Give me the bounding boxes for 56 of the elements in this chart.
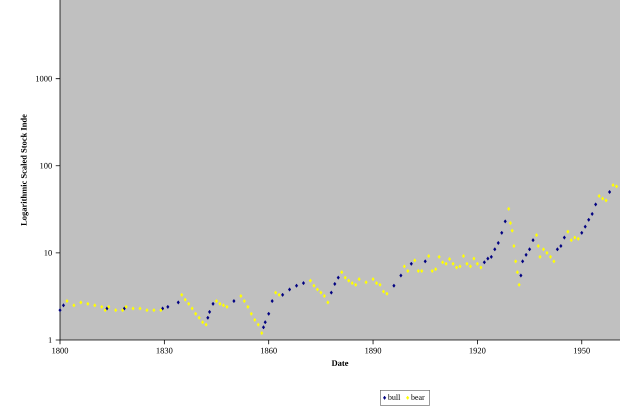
point xyxy=(559,244,562,248)
point xyxy=(262,325,266,330)
y-tick-label: 1000 xyxy=(36,76,52,82)
point xyxy=(281,292,284,297)
point xyxy=(399,274,402,278)
point xyxy=(208,310,212,314)
point xyxy=(524,252,528,257)
point xyxy=(556,247,559,252)
y-tick-label: 100 xyxy=(40,162,52,169)
point xyxy=(496,240,500,245)
point xyxy=(302,281,306,286)
y-axis-title: Logarithmic Scaled Stock Inde xyxy=(20,114,28,226)
point xyxy=(206,316,210,320)
point xyxy=(500,230,504,235)
point xyxy=(333,282,336,286)
point xyxy=(267,312,270,316)
point xyxy=(594,202,598,206)
point xyxy=(493,247,496,252)
point xyxy=(532,238,535,242)
point xyxy=(288,288,292,292)
point xyxy=(58,308,62,312)
point xyxy=(294,284,298,288)
point xyxy=(490,254,493,259)
point xyxy=(580,230,584,235)
point xyxy=(176,300,180,304)
x-tick-label: 1920 xyxy=(470,348,486,354)
point xyxy=(232,299,236,304)
x-tick-label: 1860 xyxy=(260,348,277,354)
point xyxy=(590,212,594,216)
point xyxy=(392,284,396,288)
point xyxy=(270,299,274,304)
point xyxy=(330,290,333,295)
point xyxy=(264,320,267,324)
point xyxy=(528,247,532,252)
x-tick-label: 1950 xyxy=(574,348,590,354)
point xyxy=(608,190,612,194)
point xyxy=(166,304,170,309)
x-tick-label: 1800 xyxy=(52,348,68,354)
point xyxy=(336,276,340,280)
point xyxy=(482,260,486,264)
point xyxy=(584,224,587,229)
y-tick-label: 10 xyxy=(44,250,52,256)
point xyxy=(587,218,590,222)
point xyxy=(62,303,66,308)
point xyxy=(410,262,413,266)
x-tick-label: 1830 xyxy=(156,348,172,354)
point xyxy=(212,302,215,306)
x-axis-title: Date xyxy=(332,360,348,366)
x-tick-label: 1890 xyxy=(365,348,382,354)
point xyxy=(562,236,566,240)
point xyxy=(521,259,524,264)
point xyxy=(424,259,427,264)
point xyxy=(486,256,490,261)
y-tick-label: 1 xyxy=(48,337,52,343)
point xyxy=(519,274,522,278)
point xyxy=(504,219,507,224)
